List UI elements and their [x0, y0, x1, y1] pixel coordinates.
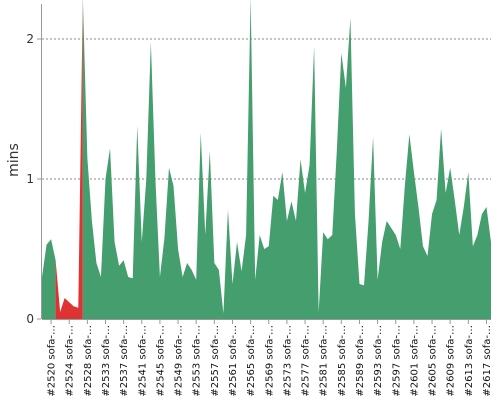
x-tick-label-18: #2593 sofa-…	[373, 325, 384, 397]
x-tick-labels: #2520 sofa-… #2524 sofa-… #2528 sofa-… #253…	[47, 320, 493, 397]
x-tick-label-6: #2545 sofa-…	[155, 325, 166, 397]
x-tick-label-22: #2609 sofa-…	[446, 325, 457, 397]
x-tick-label-8: #2553 sofa-…	[192, 325, 203, 397]
y-tick-labels: 0 1 2	[26, 32, 41, 326]
y-axis-label: mins	[6, 143, 22, 177]
x-tick-label-2: #2528 sofa-…	[83, 325, 94, 397]
x-tick-label-21: #2605 sofa-…	[428, 325, 439, 397]
x-tick-label-4: #2537 sofa-…	[119, 325, 130, 397]
x-tick-label-11: #2565 sofa-…	[246, 325, 257, 397]
x-tick-label-19: #2597 sofa-…	[391, 325, 402, 397]
y-tick-label-0: 0	[26, 312, 34, 326]
x-tick-label-20: #2601 sofa-…	[409, 325, 420, 397]
x-tick-label-16: #2585 sofa-…	[337, 325, 348, 397]
x-tick-label-1: #2524 sofa-…	[65, 325, 76, 397]
axes	[41, 4, 491, 320]
x-tick-label-9: #2557 sofa-…	[210, 325, 221, 397]
x-tick-label-15: #2581 sofa-…	[319, 325, 330, 397]
x-tick-label-5: #2541 sofa-…	[137, 325, 148, 397]
pass-area-segment-2	[82, 0, 491, 319]
y-tick-label-2: 2	[26, 32, 34, 46]
x-tick-label-12: #2569 sofa-…	[264, 325, 275, 397]
x-tick-label-24: #2617 sofa-…	[482, 325, 493, 397]
x-tick-label-23: #2613 sofa-…	[464, 325, 475, 397]
x-tick-label-3: #2533 sofa-…	[101, 325, 112, 397]
x-tick-label-7: #2549 sofa-…	[174, 325, 185, 397]
x-tick-label-14: #2577 sofa-…	[301, 325, 312, 397]
y-tick-label-1: 1	[26, 172, 34, 186]
x-tick-label-10: #2561 sofa-…	[228, 325, 239, 397]
x-tick-label-13: #2573 sofa-…	[282, 325, 293, 397]
x-tick-label-17: #2589 sofa-…	[355, 325, 366, 397]
grid-lines	[42, 38, 491, 180]
fail-area-segment-1	[55, 0, 83, 319]
x-tick-label-0: #2520 sofa-…	[47, 325, 58, 397]
pass-area-segment-0	[42, 239, 56, 319]
duration-area-series	[42, 0, 491, 319]
